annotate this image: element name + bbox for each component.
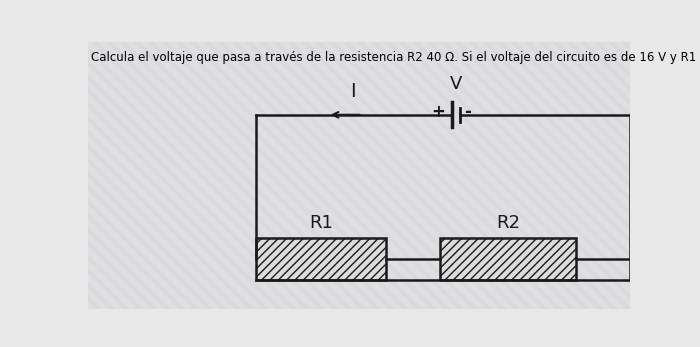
Text: +: + (432, 103, 446, 121)
Text: Calcula el voltaje que pasa a través de la resistencia R2 40 Ω. Si el voltaje de: Calcula el voltaje que pasa a través de … (92, 51, 700, 64)
Text: -: - (464, 103, 471, 121)
Text: I: I (350, 82, 356, 101)
Bar (440, 238, 575, 280)
Bar (256, 238, 386, 280)
Text: R2: R2 (496, 214, 520, 232)
Text: V: V (450, 75, 462, 93)
Text: R1: R1 (309, 214, 333, 232)
